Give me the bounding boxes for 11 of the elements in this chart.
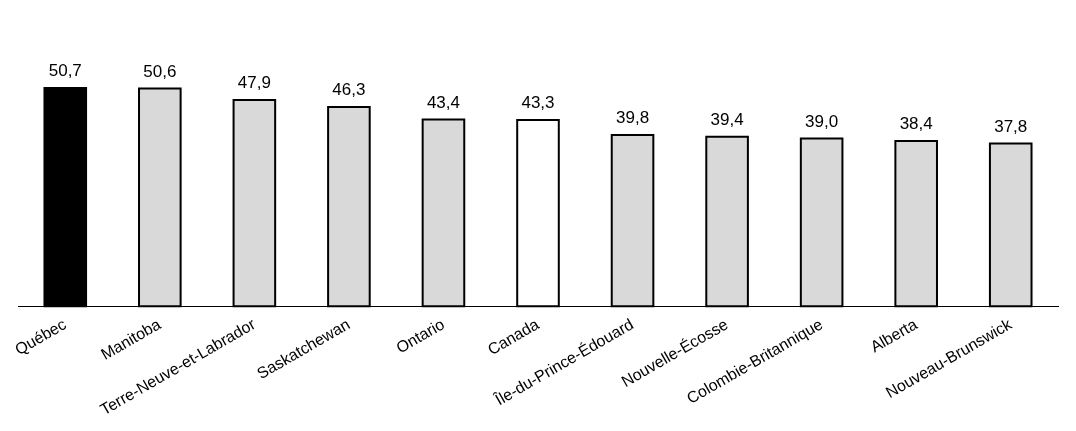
data-label: 37,8 bbox=[994, 116, 1028, 136]
data-label: 43,4 bbox=[426, 92, 460, 112]
data-label: 46,3 bbox=[332, 80, 366, 100]
data-label: 39,8 bbox=[616, 108, 650, 128]
data-label: 38,4 bbox=[899, 114, 933, 134]
data-label: 47,9 bbox=[237, 73, 271, 93]
data-label: 43,3 bbox=[521, 93, 555, 113]
data-label: 39,4 bbox=[710, 109, 744, 129]
data-label: 39,0 bbox=[805, 111, 839, 131]
data-label: 50,7 bbox=[48, 61, 82, 81]
data-label: 50,6 bbox=[143, 61, 177, 81]
